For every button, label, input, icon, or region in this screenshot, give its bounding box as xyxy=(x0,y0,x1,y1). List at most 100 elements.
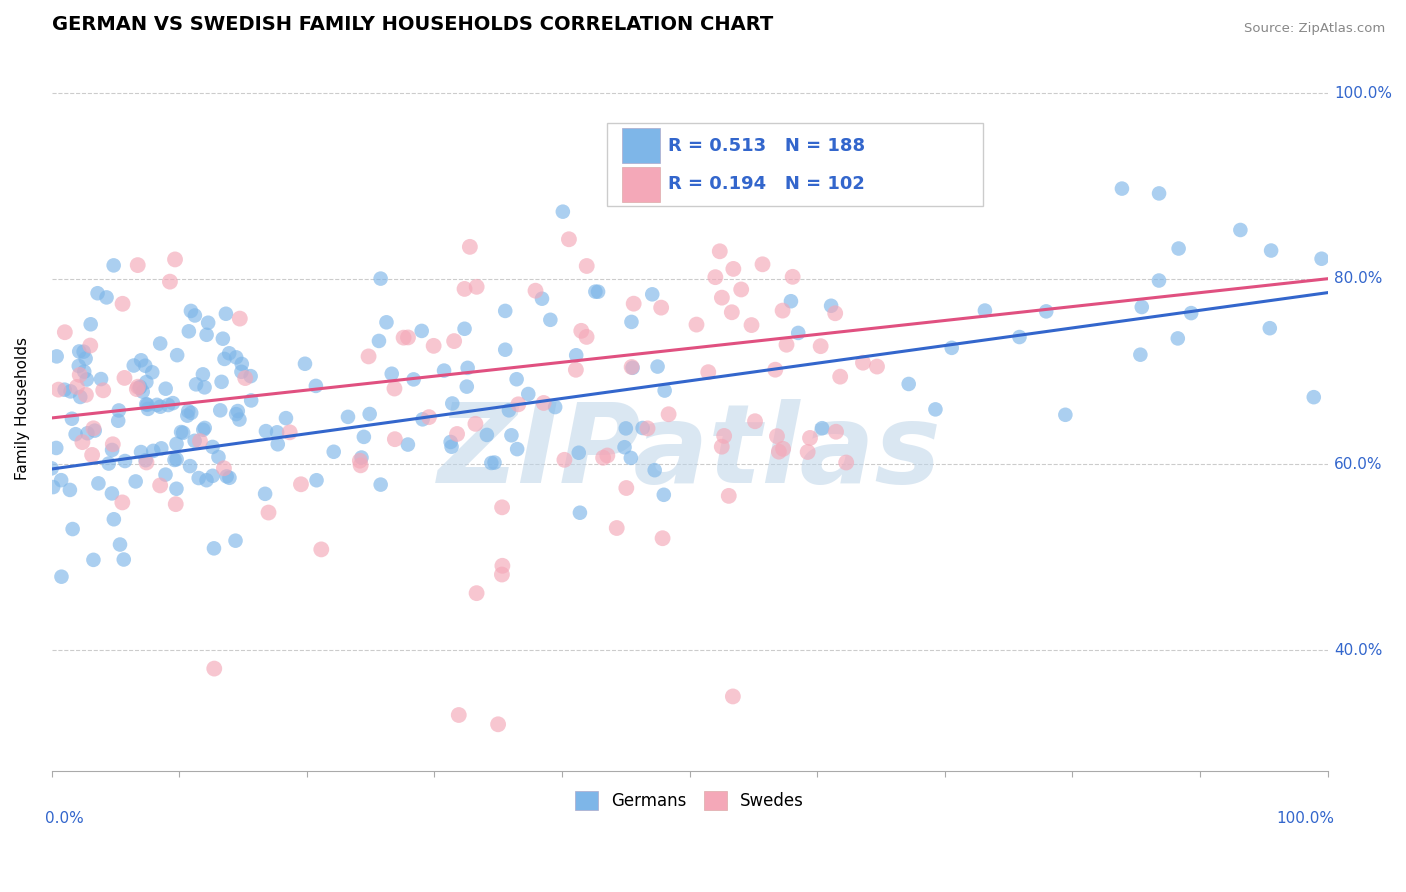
Point xyxy=(129,380,152,394)
Point xyxy=(193,423,215,437)
Point xyxy=(799,431,821,445)
Point xyxy=(456,379,478,393)
Point xyxy=(568,446,591,460)
Point xyxy=(620,450,643,465)
Point xyxy=(440,434,463,449)
Point xyxy=(157,398,180,412)
Point xyxy=(239,369,262,384)
Point xyxy=(568,506,591,520)
Point xyxy=(194,380,217,394)
Point xyxy=(396,330,419,344)
Point xyxy=(212,332,235,346)
Point xyxy=(201,468,224,483)
Point xyxy=(457,360,479,375)
Point xyxy=(713,429,735,443)
Point xyxy=(1302,390,1324,404)
Point xyxy=(433,363,456,377)
Point xyxy=(465,586,488,600)
Point xyxy=(149,400,172,414)
Point xyxy=(613,440,636,454)
Point xyxy=(751,257,773,271)
Point xyxy=(132,384,155,399)
Point xyxy=(538,313,561,327)
Point xyxy=(90,372,112,386)
Point xyxy=(111,495,134,509)
Point xyxy=(188,434,211,448)
Point xyxy=(202,541,225,556)
Point xyxy=(212,461,235,475)
Point xyxy=(166,437,188,451)
Point xyxy=(631,421,654,435)
Point xyxy=(166,452,188,467)
Point xyxy=(165,482,187,496)
Point xyxy=(62,522,84,536)
Point xyxy=(233,371,256,385)
Point xyxy=(575,330,598,344)
Point xyxy=(166,348,188,362)
Point xyxy=(392,331,415,345)
Legend: Germans, Swedes: Germans, Swedes xyxy=(568,785,811,817)
Y-axis label: Family Households: Family Households xyxy=(15,337,30,480)
FancyBboxPatch shape xyxy=(621,128,661,163)
Point xyxy=(1229,223,1251,237)
Point xyxy=(108,537,131,551)
Point xyxy=(72,435,94,450)
Point xyxy=(730,283,752,297)
Point xyxy=(172,425,194,440)
Point xyxy=(1035,304,1057,318)
Point xyxy=(658,407,681,421)
Point xyxy=(51,473,73,487)
Point xyxy=(652,488,675,502)
Point xyxy=(214,351,236,366)
Point xyxy=(149,478,172,492)
Point xyxy=(73,365,96,379)
Point xyxy=(384,432,406,446)
Point xyxy=(641,287,664,301)
Point xyxy=(418,410,440,425)
Point xyxy=(170,425,193,439)
Point xyxy=(142,443,165,458)
Point xyxy=(42,480,65,494)
Point xyxy=(422,339,444,353)
Point xyxy=(533,396,555,410)
Point xyxy=(59,384,82,399)
Point xyxy=(349,453,371,467)
Point xyxy=(544,400,567,414)
Point xyxy=(508,397,530,411)
Point xyxy=(176,409,198,423)
Point xyxy=(112,552,135,566)
Point xyxy=(359,407,381,421)
Point xyxy=(637,421,659,435)
Point xyxy=(66,380,89,394)
Point xyxy=(225,351,247,365)
Point xyxy=(201,440,224,454)
Point xyxy=(184,309,207,323)
Point xyxy=(162,396,184,410)
Point xyxy=(524,284,547,298)
Point xyxy=(811,421,834,435)
Point xyxy=(225,533,247,548)
Point xyxy=(565,348,588,362)
Point xyxy=(835,456,858,470)
Point xyxy=(592,450,614,465)
Text: 60.0%: 60.0% xyxy=(1334,457,1382,472)
Point xyxy=(135,455,157,469)
Point xyxy=(195,327,218,342)
Point xyxy=(583,285,606,299)
Point xyxy=(141,365,163,379)
Point xyxy=(103,512,125,526)
Point xyxy=(830,369,852,384)
Text: ZIPatlas: ZIPatlas xyxy=(437,399,942,506)
Point xyxy=(134,359,156,373)
Point xyxy=(135,453,157,467)
Point xyxy=(486,717,509,731)
Point xyxy=(825,425,848,439)
Point xyxy=(384,382,406,396)
Point xyxy=(517,387,540,401)
Point xyxy=(59,483,82,497)
Point xyxy=(897,376,920,391)
Point xyxy=(45,350,67,364)
Point xyxy=(741,318,763,332)
Point xyxy=(322,444,344,458)
Point xyxy=(128,381,150,395)
